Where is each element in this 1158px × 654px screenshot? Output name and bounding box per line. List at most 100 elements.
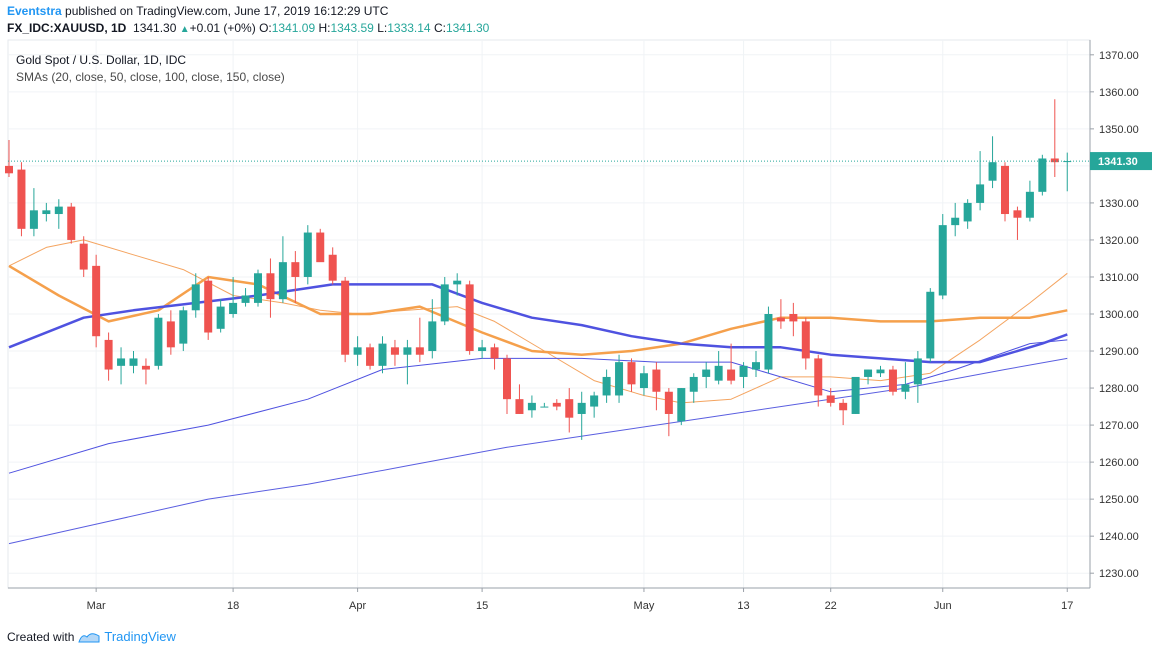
- sma-line: [8, 239, 1068, 404]
- candle-up: [615, 362, 624, 396]
- candle-down: [776, 317, 785, 322]
- candle-up: [540, 406, 549, 408]
- candle-up: [527, 402, 536, 411]
- candle-down: [341, 280, 350, 355]
- candle-up: [714, 365, 723, 381]
- indicator-legend[interactable]: SMAs (20, close, 50, close, 100, close, …: [16, 70, 285, 84]
- candle-up: [428, 321, 437, 352]
- candle-down: [565, 399, 574, 418]
- candle-up: [851, 376, 860, 414]
- candle-down: [141, 365, 150, 370]
- high-value: 1343.59: [330, 21, 374, 35]
- candle-down: [888, 369, 897, 392]
- candle-up: [702, 369, 711, 377]
- candle-up: [378, 343, 387, 366]
- candle-up: [864, 369, 873, 377]
- candle-down: [652, 369, 661, 392]
- candle-up: [764, 314, 773, 370]
- candle-up: [179, 310, 188, 344]
- x-tick-label: 15: [476, 600, 488, 612]
- candle-down: [328, 254, 337, 281]
- candle-up: [639, 373, 648, 389]
- close-label: C:: [433, 21, 446, 35]
- candle-down: [839, 402, 848, 411]
- x-tick-label: 22: [825, 600, 837, 612]
- candle-down: [801, 321, 810, 359]
- candle-down: [316, 232, 325, 263]
- candle-down: [390, 347, 399, 355]
- y-tick-label: 1290.00: [1099, 346, 1139, 358]
- candle-down: [826, 395, 835, 403]
- candle-down: [503, 358, 511, 400]
- x-tick-label: May: [634, 600, 655, 612]
- candle-up: [963, 202, 972, 222]
- y-tick-label: 1250.00: [1099, 494, 1139, 506]
- price-tag: 1341.30: [1098, 156, 1138, 168]
- candle-down: [291, 262, 300, 277]
- candle-up: [739, 365, 748, 377]
- low-label: L:: [377, 21, 388, 35]
- candle-up: [278, 262, 287, 300]
- candle-up: [353, 347, 362, 355]
- candle-down: [166, 321, 175, 348]
- ohlc-line: FX_IDC:XAUUSD, 1D 1341.30 ▲+0.01 (+0%) O…: [7, 21, 489, 35]
- candle-up: [976, 184, 985, 203]
- candle-up: [602, 376, 611, 396]
- close-value: 1341.30: [445, 21, 490, 35]
- chart-title: Gold Spot / U.S. Dollar, 1D, IDC: [16, 53, 187, 67]
- sma-line: [8, 283, 1068, 364]
- candle-down: [627, 362, 636, 385]
- candle-down: [814, 358, 823, 396]
- candles: [5, 99, 1072, 440]
- candle-up: [988, 162, 997, 181]
- candle-up: [938, 225, 947, 296]
- y-tick-label: 1310.00: [1099, 272, 1139, 284]
- x-tick-label: Apr: [349, 600, 366, 612]
- candle-down: [727, 369, 736, 381]
- candle-down: [204, 280, 213, 333]
- author-name[interactable]: Eventstra: [7, 4, 62, 18]
- candle-up: [29, 210, 38, 229]
- candle-up: [1025, 191, 1034, 218]
- y-tick-label: 1270.00: [1099, 420, 1139, 432]
- candle-up: [117, 358, 126, 366]
- sma-line: [8, 264, 1068, 356]
- candle-down: [104, 339, 113, 370]
- candle-up: [677, 388, 686, 422]
- symbol-label: FX_IDC:XAUUSD, 1D: [7, 21, 127, 35]
- candle-down: [79, 243, 88, 270]
- x-tick-label: Mar: [87, 600, 106, 612]
- y-tick-label: 1260.00: [1099, 457, 1139, 469]
- y-tick-label: 1300.00: [1099, 309, 1139, 321]
- y-tick-label: 1330.00: [1099, 198, 1139, 210]
- published-text: published on TradingView.com, June 17, 2…: [61, 4, 389, 18]
- candle-down: [17, 169, 26, 229]
- candle-up: [303, 232, 312, 277]
- candle-up: [42, 210, 51, 215]
- footer: Created with TradingView: [7, 629, 176, 644]
- candle-down: [789, 314, 798, 322]
- high-label: H:: [318, 21, 331, 35]
- candle-down: [5, 165, 13, 174]
- candle-down: [415, 347, 424, 355]
- candle-up: [1038, 158, 1047, 192]
- candle-down: [266, 273, 275, 300]
- candle-up: [926, 291, 935, 359]
- candle-up: [440, 284, 449, 322]
- candle-down: [664, 391, 673, 414]
- change-value: +0.01 (+0%): [189, 21, 256, 35]
- candle-up: [901, 384, 910, 392]
- candle-up: [403, 347, 412, 355]
- x-tick-label: 18: [227, 600, 239, 612]
- y-tick-label: 1370.00: [1099, 50, 1139, 62]
- candle-up: [577, 402, 586, 414]
- up-arrow-icon: ▲: [179, 24, 190, 35]
- y-tick-label: 1350.00: [1099, 124, 1139, 136]
- tradingview-brand-link[interactable]: TradingView: [104, 629, 176, 644]
- created-with-label: Created with: [7, 629, 75, 644]
- x-tick-label: 13: [737, 600, 749, 612]
- candle-up: [590, 395, 599, 407]
- candle-down: [1050, 158, 1059, 163]
- candle-up: [154, 317, 163, 366]
